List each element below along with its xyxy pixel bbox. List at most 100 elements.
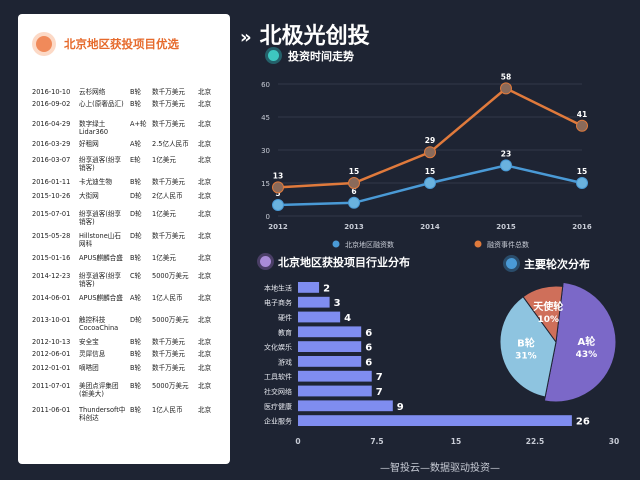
x-tick-label: 0	[295, 437, 300, 446]
row-name: 纷享逍客(纷享销客)	[79, 210, 122, 226]
y-tick-label: 60	[261, 81, 270, 89]
x-tick-label: 30	[609, 437, 619, 446]
row-round: B轮	[130, 254, 142, 262]
row-name: 纷享逍客(纷享销客)	[79, 272, 122, 288]
data-label: 6	[351, 187, 356, 196]
bullet-icon	[36, 36, 52, 52]
row-round: D轮	[130, 316, 142, 324]
x-tick-label: 22.5	[526, 437, 545, 446]
data-point	[348, 196, 360, 209]
pie-slice	[543, 281, 617, 403]
legend-label: 北京地区融资数	[345, 240, 394, 249]
row-amount: 数千万美元	[152, 178, 185, 186]
category-label: 医疗健康	[264, 402, 292, 411]
row-date: 2012-01-01	[32, 364, 71, 372]
row-round: A轮	[130, 294, 142, 302]
category-label: 社交网络	[264, 387, 292, 396]
row-date: 2016-03-29	[32, 140, 71, 148]
row-city: 北京	[198, 232, 212, 240]
row-city: 北京	[198, 294, 212, 302]
row-date: 2016-09-02	[32, 100, 71, 108]
bar-value-label: 6	[365, 328, 372, 339]
row-round: B轮	[130, 364, 142, 372]
row-name: 安全宝	[79, 338, 99, 346]
bar	[298, 311, 341, 323]
row-amount: 数千万美元	[152, 364, 185, 372]
row-date: 2013-10-01	[32, 316, 71, 324]
data-label: 41	[577, 110, 587, 119]
row-name: 灵犀信息	[79, 350, 106, 358]
bar-value-label: 6	[365, 357, 372, 368]
x-tick-label: 7.5	[370, 437, 383, 446]
x-tick-label: 2016	[572, 223, 592, 231]
x-tick-label: 2012	[268, 223, 288, 231]
row-round: A轮	[130, 140, 142, 148]
y-tick-label: 30	[261, 147, 270, 155]
data-label: 15	[425, 167, 435, 176]
x-tick-label: 2013	[344, 223, 364, 231]
row-date: 2014-06-01	[32, 294, 71, 302]
slice-label: B轮	[517, 337, 535, 350]
row-amount: 数千万美元	[152, 100, 185, 108]
row-amount: 5000万美元	[152, 272, 189, 280]
row-date: 2016-04-29	[32, 120, 71, 128]
row-amount: 数千万美元	[152, 120, 185, 128]
row-amount: 2亿人民币	[152, 192, 183, 200]
row-name: APUS麒麟合盛	[79, 294, 123, 302]
pie-chart-title: 主要轮次分布	[524, 258, 590, 271]
row-name: Hillstone山石网科	[79, 232, 121, 248]
row-date: 2016-01-11	[32, 178, 71, 186]
slice-value-label: 10%	[537, 315, 559, 325]
data-label: 58	[501, 72, 511, 81]
page-title: » 北极光创投	[240, 18, 370, 50]
bar-value-label: 2	[323, 283, 330, 294]
category-label: 本地生活	[264, 283, 292, 292]
bar	[298, 356, 362, 367]
bar	[298, 326, 362, 338]
row-date: 2016-03-07	[32, 156, 71, 164]
row-amount: 5000万美元	[152, 382, 189, 390]
bar	[298, 415, 572, 426]
row-city: 北京	[198, 406, 212, 414]
row-city: 北京	[198, 254, 212, 262]
row-city: 北京	[198, 88, 212, 96]
y-tick-label: 45	[261, 114, 270, 122]
data-point	[272, 199, 284, 211]
data-point	[500, 82, 512, 95]
data-point	[424, 177, 436, 189]
row-round: B轮	[130, 382, 142, 390]
bar-chart-title: 北京地区获投项目行业分布	[278, 256, 410, 269]
panel-title: 北京地区获投项目优选	[64, 37, 179, 51]
bar-value-label: 7	[376, 372, 383, 383]
pie-slice	[499, 295, 557, 398]
row-name: 美团点评集团(新美大)	[79, 382, 119, 398]
data-label: 13	[273, 171, 283, 180]
row-date: 2015-01-16	[32, 254, 71, 262]
row-date: 2015-07-01	[32, 210, 71, 218]
row-round: B轮	[130, 100, 142, 108]
bar	[298, 282, 320, 293]
data-label: 15	[349, 167, 359, 176]
data-label: 23	[501, 149, 511, 158]
row-city: 北京	[198, 156, 212, 164]
bar	[298, 341, 362, 352]
row-date: 2014-12-23	[32, 272, 71, 280]
section-dot-icon	[268, 50, 279, 61]
row-name: 数字绿土Lidar360	[79, 120, 109, 136]
data-label: 5	[275, 189, 280, 198]
row-round: D轮	[130, 232, 142, 240]
bar	[298, 385, 372, 397]
row-amount: 数千万美元	[152, 350, 185, 358]
data-point	[424, 146, 436, 159]
arrow-icon: »	[240, 27, 252, 48]
row-amount: 数千万美元	[152, 232, 185, 240]
line-chart-title: 投资时间走势	[288, 50, 354, 63]
row-date: 2011-06-01	[32, 406, 71, 414]
row-city: 北京	[198, 100, 212, 108]
row-city: 北京	[198, 272, 212, 280]
row-name: 好租网	[79, 140, 99, 148]
slice-value-label: 43%	[576, 350, 598, 360]
bar	[298, 370, 372, 382]
x-tick-label: 2014	[420, 223, 440, 231]
